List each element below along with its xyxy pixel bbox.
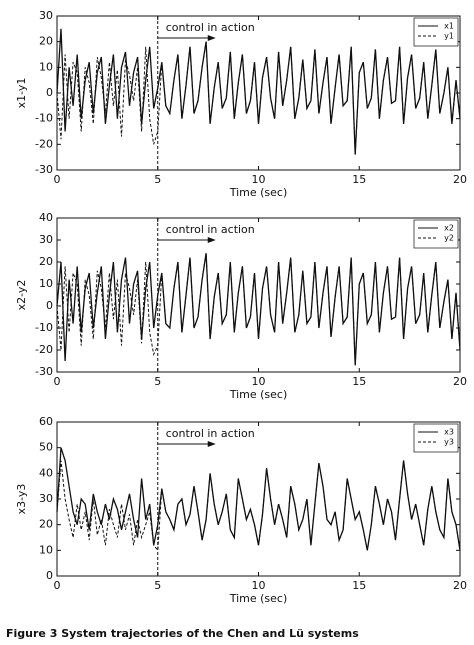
y-axis-label: x1-y1: [15, 78, 28, 109]
y-tick-label: 0: [46, 569, 53, 582]
y-tick-label: 10: [39, 277, 53, 290]
annotation-text: control in action: [166, 427, 255, 440]
y-tick-label: 60: [39, 415, 53, 428]
x-tick-label: 10: [252, 579, 266, 592]
y-tick-label: 0: [46, 86, 53, 99]
y-tick-label: 50: [39, 441, 53, 454]
x-tick-label: 5: [154, 173, 161, 186]
legend-box: [413, 219, 459, 249]
x-tick-label: 5: [154, 579, 161, 592]
series-line: [56, 447, 461, 551]
x-tick-label: 0: [54, 375, 61, 388]
x-tick-label: 10: [252, 173, 266, 186]
y-axis-label: x2-y2: [15, 280, 28, 311]
axes-frame: [56, 15, 461, 171]
y-tick-label: 40: [39, 466, 53, 479]
caption: Figure 3 System trajectories of the Chen…: [6, 627, 359, 640]
annotation-text: control in action: [166, 223, 255, 236]
y-tick-label: 20: [39, 518, 53, 531]
y-tick-label: 40: [39, 211, 53, 224]
y-tick-label: 20: [39, 35, 53, 48]
x-tick-label: 15: [352, 173, 366, 186]
legend-box: [413, 423, 459, 453]
y-tick-label: -20: [35, 343, 53, 356]
x-tick-label: 15: [352, 375, 366, 388]
y-tick-label: 30: [39, 9, 53, 22]
y-tick-label: -30: [35, 365, 53, 378]
y-tick-label: -30: [35, 163, 53, 176]
y-tick-label: 10: [39, 543, 53, 556]
x-tick-label: 10: [252, 375, 266, 388]
series-line: [56, 253, 461, 366]
legend-label: y3: [444, 438, 454, 447]
x-axis-label: Time (sec): [229, 388, 288, 401]
y-tick-label: 30: [39, 492, 53, 505]
arrow-head: [207, 35, 216, 41]
legend-box: [413, 17, 459, 47]
y-tick-label: 30: [39, 233, 53, 246]
x-tick-label: 20: [453, 375, 467, 388]
x-tick-label: 0: [54, 173, 61, 186]
x-tick-label: 5: [154, 375, 161, 388]
annotation-text: control in action: [166, 21, 255, 34]
arrow-head: [207, 237, 216, 243]
legend-label: x1: [444, 22, 454, 31]
legend-label: x3: [444, 428, 454, 437]
x-axis-label: Time (sec): [229, 186, 288, 199]
series-line: [56, 41, 461, 155]
x-tick-label: 20: [453, 579, 467, 592]
x-axis-label: Time (sec): [229, 592, 288, 605]
y-axis-label: x3-y3: [15, 484, 28, 515]
y-tick-label: 0: [46, 299, 53, 312]
arrow-head: [207, 441, 216, 447]
legend-label: x2: [444, 224, 454, 233]
x-tick-label: 20: [453, 173, 467, 186]
axes-frame: [56, 217, 461, 373]
legend-label: y1: [444, 32, 454, 41]
y-tick-label: -10: [35, 112, 53, 125]
y-tick-label: -20: [35, 137, 53, 150]
y-tick-label: 10: [39, 60, 53, 73]
y-tick-label: -10: [35, 321, 53, 334]
y-tick-label: 20: [39, 255, 53, 268]
x-tick-label: 15: [352, 579, 366, 592]
series-line: [56, 460, 461, 552]
x-tick-label: 0: [54, 579, 61, 592]
series-line: [56, 253, 461, 366]
legend-label: y2: [444, 234, 454, 243]
